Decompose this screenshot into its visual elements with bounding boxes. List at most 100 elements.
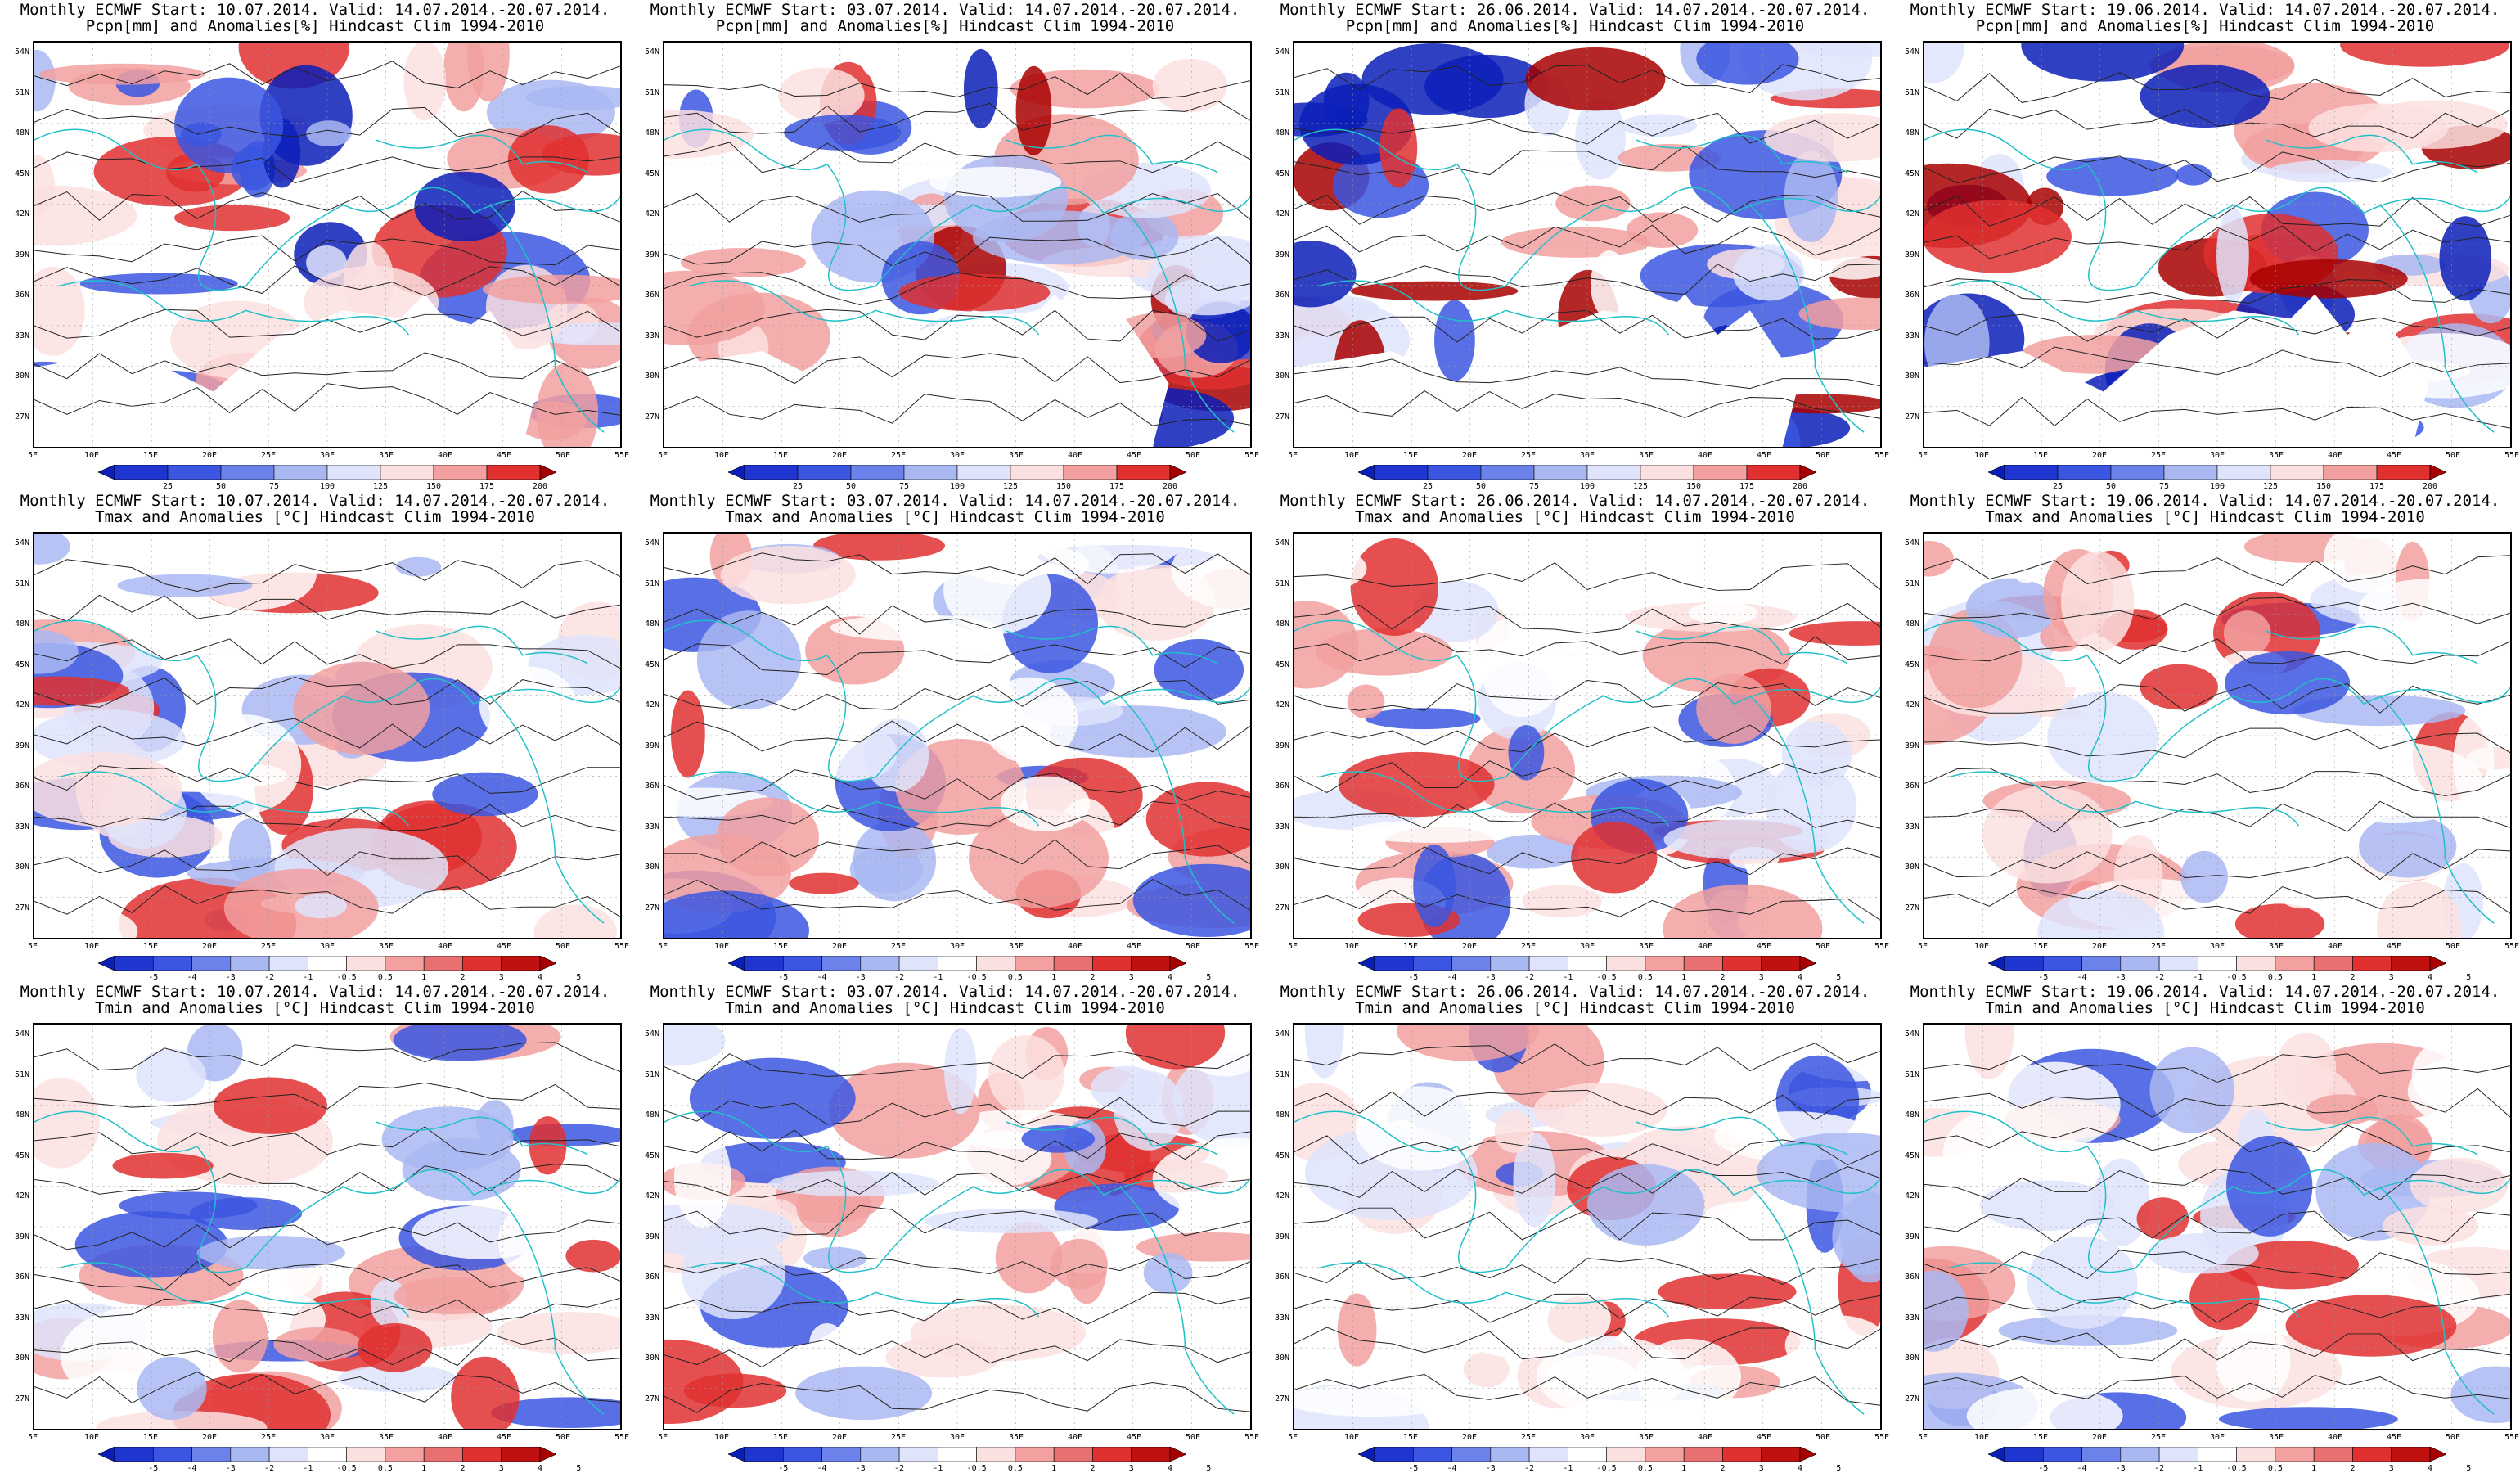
contour-line — [1924, 278, 2510, 304]
scale-label: 200 — [1162, 482, 1178, 491]
anomaly-patch — [2293, 695, 2466, 727]
latitude-label: 54N — [1274, 47, 1289, 56]
anomaly-patch — [1379, 108, 1418, 188]
scale-label: 200 — [532, 482, 548, 491]
longitude-label: 20E — [831, 1433, 848, 1442]
latitude-label: 27N — [1904, 1394, 1919, 1403]
anomaly-patch — [1350, 281, 1519, 301]
anomaly-patch — [2382, 1206, 2479, 1246]
anomaly-patch — [2216, 1321, 2291, 1403]
anomaly-patch — [2149, 1047, 2234, 1133]
scale-arrow-right — [2429, 956, 2446, 971]
scale-label: 3 — [498, 1464, 504, 1473]
scale-label: -5 — [1408, 1464, 1419, 1473]
coastline — [1749, 1186, 1865, 1415]
scale-swatch — [797, 465, 852, 480]
latitude-label: 48N — [14, 619, 29, 628]
longitude-label: 45E — [1756, 1433, 1772, 1442]
longitude-label: 40E — [437, 1433, 453, 1442]
coastline — [2266, 134, 2478, 173]
coastline — [1119, 204, 1235, 433]
latitude-label: 36N — [14, 1273, 29, 1282]
scale-arrow-right — [539, 956, 556, 971]
anomaly-patch — [1979, 1180, 2115, 1231]
scale-label: 0.5 — [2267, 1464, 2283, 1473]
latitude-label: 36N — [1904, 291, 1919, 300]
coastline — [376, 134, 588, 173]
longitude-label: 55E — [1244, 942, 1260, 951]
anomaly-patch — [1171, 534, 1250, 610]
scale-label: -4 — [187, 973, 197, 982]
coastline — [1948, 771, 2300, 827]
scale-swatch — [2198, 956, 2237, 971]
longitude-label: 45E — [1756, 942, 1772, 951]
contour-line — [34, 190, 620, 223]
scale-label: -0.5 — [1596, 1464, 1617, 1473]
anomaly-patch — [34, 676, 130, 706]
map-area — [1293, 41, 1882, 448]
anomaly-patch — [2410, 1157, 2509, 1214]
scale-swatch — [2042, 956, 2082, 971]
anomaly-patch — [34, 630, 79, 674]
scale-swatch — [385, 1447, 425, 1462]
scale-swatch — [2110, 465, 2165, 480]
anomaly-patch — [2021, 335, 2171, 374]
anomaly-patch — [1355, 1086, 1486, 1171]
scale-label: 1 — [2311, 1464, 2317, 1473]
anomaly-patch — [1832, 1197, 1880, 1276]
latitude-label: 33N — [14, 822, 29, 831]
contour-line — [664, 1291, 1250, 1325]
longitude-label: 50E — [1185, 942, 1201, 951]
latitude-label: 30N — [644, 863, 659, 872]
scale-swatch — [850, 465, 905, 480]
anomaly-patch — [1966, 1386, 2123, 1429]
anomaly-patch — [830, 615, 998, 641]
scale-swatch — [744, 465, 799, 480]
longitude-label: 35E — [2268, 942, 2284, 951]
coastline — [1318, 280, 1670, 336]
scale-label: -3 — [225, 1464, 236, 1473]
anomaly-patch — [2376, 881, 2462, 938]
scale-arrow-left — [98, 465, 115, 480]
longitude-label: 30E — [1579, 1433, 1595, 1442]
latitude-label: 33N — [1274, 331, 1289, 340]
scale-swatch — [2313, 956, 2353, 971]
coastline — [1119, 695, 1235, 924]
anomaly-patch — [117, 574, 253, 597]
scale-label: 100 — [949, 482, 965, 491]
latitude-label: 51N — [1274, 1070, 1289, 1079]
contour-line — [1294, 358, 1880, 390]
latitude-label: 51N — [644, 579, 659, 588]
latitude-label: 45N — [1904, 169, 1919, 178]
contour-line — [664, 393, 1250, 426]
scale-label: 175 — [1109, 482, 1125, 491]
anomaly-patch — [1998, 1315, 2178, 1346]
latitude-label: 45N — [644, 660, 659, 669]
scale-label: 3 — [1758, 973, 1764, 982]
scale-arrow-left — [1988, 465, 2005, 480]
latitude-label: 36N — [1274, 291, 1289, 300]
latitude-label: 51N — [644, 88, 659, 97]
map-area — [33, 532, 622, 939]
scale-swatch — [191, 956, 232, 971]
anomaly-patch — [1990, 1061, 2121, 1148]
latitude-label: 42N — [14, 700, 29, 709]
longitude-label: 20E — [831, 451, 848, 460]
scale-label: 100 — [319, 482, 335, 491]
scale-swatch — [821, 956, 862, 971]
panel-title: Monthly ECMWF Start: 26.06.2014. Valid: … — [1280, 983, 1870, 1001]
anomaly-patch — [1924, 43, 1964, 83]
scale-swatch — [486, 465, 541, 480]
longitude-label: 15E — [772, 942, 789, 951]
scale-label: -5 — [2038, 973, 2049, 982]
longitude-label: 10E — [1343, 1433, 1360, 1442]
anomaly-patch — [1030, 534, 1187, 574]
longitude-label: 10E — [83, 451, 100, 460]
longitude-label: 30E — [319, 451, 335, 460]
coastline — [1294, 619, 1880, 782]
scale-label: 4 — [2427, 973, 2433, 982]
anomaly-patch — [402, 1137, 521, 1202]
coastline — [1006, 625, 1218, 664]
scale-swatch — [1722, 956, 1762, 971]
latitude-label: 30N — [644, 372, 659, 381]
